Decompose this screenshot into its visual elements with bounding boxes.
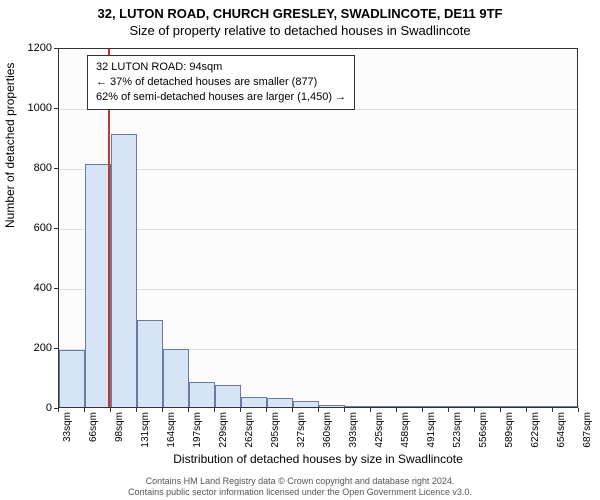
- ytick-label: 200: [34, 342, 52, 354]
- histogram-bar: [137, 320, 163, 407]
- ytick-mark: [54, 288, 58, 289]
- histogram-bar: [85, 164, 111, 407]
- plot-area: 32 LUTON ROAD: 94sqm ← 37% of detached h…: [58, 48, 578, 408]
- x-axis-label: Distribution of detached houses by size …: [58, 452, 578, 466]
- ytick-label: 1200: [28, 42, 52, 54]
- histogram-bar: [553, 406, 579, 407]
- xtick-label: 229sqm: [218, 412, 229, 448]
- xtick-label: 425sqm: [374, 412, 385, 448]
- xtick-mark: [526, 408, 527, 412]
- xtick-mark: [318, 408, 319, 412]
- ytick-label: 800: [34, 162, 52, 174]
- xtick-mark: [474, 408, 475, 412]
- histogram-bar: [241, 397, 267, 408]
- xtick-label: 458sqm: [400, 412, 411, 448]
- footer-attribution: Contains HM Land Registry data © Crown c…: [0, 476, 600, 499]
- xtick-mark: [58, 408, 59, 412]
- histogram-bar: [215, 385, 241, 408]
- xtick-label: 98sqm: [114, 412, 125, 442]
- legend-line-3: 62% of semi-detached houses are larger (…: [96, 90, 346, 105]
- ytick-mark: [54, 108, 58, 109]
- legend-box: 32 LUTON ROAD: 94sqm ← 37% of detached h…: [87, 55, 355, 110]
- ytick-mark: [54, 348, 58, 349]
- histogram-bar: [397, 406, 423, 407]
- xtick-mark: [162, 408, 163, 412]
- xtick-mark: [370, 408, 371, 412]
- chart-title-address: 32, LUTON ROAD, CHURCH GRESLEY, SWADLINC…: [0, 0, 600, 21]
- xtick-label: 327sqm: [296, 412, 307, 448]
- xtick-label: 654sqm: [556, 412, 567, 448]
- histogram-bar: [189, 382, 215, 408]
- xtick-mark: [214, 408, 215, 412]
- xtick-mark: [266, 408, 267, 412]
- chart-subtitle: Size of property relative to detached ho…: [0, 21, 600, 38]
- legend-line-1: 32 LUTON ROAD: 94sqm: [96, 60, 346, 75]
- xtick-mark: [500, 408, 501, 412]
- xtick-mark: [422, 408, 423, 412]
- ytick-mark: [54, 48, 58, 49]
- xtick-label: 33sqm: [62, 412, 73, 442]
- y-axis-label: Number of detached properties: [3, 63, 17, 228]
- xtick-mark: [552, 408, 553, 412]
- ytick-label: 400: [34, 282, 52, 294]
- histogram-bar: [423, 406, 449, 407]
- histogram-bar: [59, 350, 85, 407]
- footer-line-1: Contains HM Land Registry data © Crown c…: [0, 476, 600, 487]
- ytick-mark: [54, 228, 58, 229]
- xtick-mark: [344, 408, 345, 412]
- histogram-bar: [111, 134, 137, 407]
- histogram-bar: [527, 406, 553, 407]
- ytick-label: 0: [46, 402, 52, 414]
- xtick-label: 589sqm: [504, 412, 515, 448]
- ytick-mark: [54, 168, 58, 169]
- xtick-label: 491sqm: [426, 412, 437, 448]
- histogram-bar: [345, 406, 371, 408]
- xtick-label: 262sqm: [244, 412, 255, 448]
- xtick-mark: [578, 408, 579, 412]
- histogram-bar: [319, 405, 345, 407]
- xtick-mark: [84, 408, 85, 412]
- xtick-label: 360sqm: [322, 412, 333, 448]
- histogram-bar: [293, 401, 319, 407]
- ytick-label: 600: [34, 222, 52, 234]
- xtick-label: 556sqm: [478, 412, 489, 448]
- xtick-label: 164sqm: [166, 412, 177, 448]
- histogram-bar: [371, 406, 397, 407]
- histogram-bar: [449, 406, 475, 407]
- xtick-mark: [136, 408, 137, 412]
- xtick-label: 687sqm: [582, 412, 593, 448]
- xtick-mark: [448, 408, 449, 412]
- xtick-label: 66sqm: [88, 412, 99, 442]
- xtick-mark: [396, 408, 397, 412]
- xtick-label: 197sqm: [192, 412, 203, 448]
- footer-line-2: Contains public sector information licen…: [0, 487, 600, 498]
- histogram-bar: [501, 406, 527, 407]
- histogram-bar: [475, 406, 501, 407]
- xtick-label: 295sqm: [270, 412, 281, 448]
- xtick-label: 523sqm: [452, 412, 463, 448]
- chart-container: 32, LUTON ROAD, CHURCH GRESLEY, SWADLINC…: [0, 0, 600, 500]
- ytick-label: 1000: [28, 102, 52, 114]
- xtick-mark: [240, 408, 241, 412]
- xtick-mark: [110, 408, 111, 412]
- xtick-label: 131sqm: [140, 412, 151, 448]
- xtick-label: 622sqm: [530, 412, 541, 448]
- xtick-mark: [292, 408, 293, 412]
- xtick-label: 393sqm: [348, 412, 359, 448]
- histogram-bar: [267, 398, 293, 407]
- xtick-mark: [188, 408, 189, 412]
- legend-line-2: ← 37% of detached houses are smaller (87…: [96, 75, 346, 90]
- histogram-bar: [163, 349, 189, 408]
